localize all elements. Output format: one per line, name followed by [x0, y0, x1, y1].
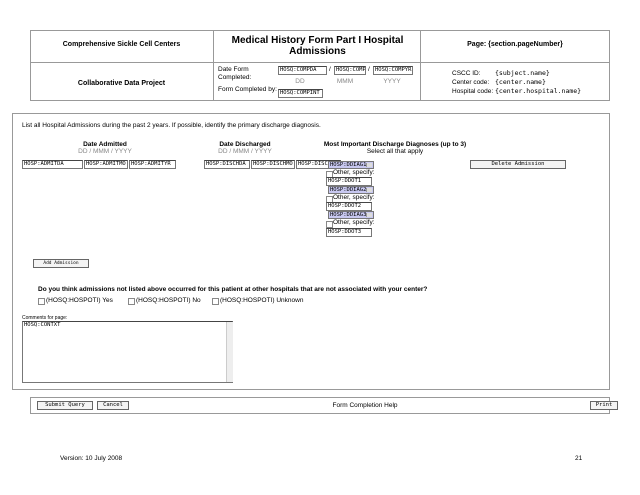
- other-label: Other, specify:: [333, 169, 375, 176]
- other-input[interactable]: HOSP:DDOT1: [326, 177, 372, 186]
- date-hint: DD: [295, 78, 305, 85]
- id-value: {center.name}: [495, 78, 546, 86]
- column-title: Date Discharged: [219, 141, 271, 148]
- date-label: Date Form Completed:: [218, 66, 252, 81]
- form-title: Medical History Form Part I Hospital Adm…: [231, 35, 404, 57]
- id-label: CSCC ID:: [452, 70, 481, 77]
- org-name: Comprehensive Sickle Cell Centers: [62, 41, 181, 48]
- section-box: [12, 113, 610, 390]
- column-title: Most Important Discharge Diagnoses (up t…: [323, 141, 467, 148]
- instruction: List all Hospital Admissions during the …: [22, 122, 321, 129]
- header-divider: [213, 30, 214, 101]
- date-day-input[interactable]: HOSQ:COMPDA: [278, 66, 327, 75]
- id-label: Center code:: [452, 79, 490, 86]
- date-separator: /: [329, 66, 331, 73]
- diagnosis-select[interactable]: HOSP:DDIAG1: [328, 161, 374, 169]
- checkbox[interactable]: [326, 221, 333, 228]
- header-divider: [30, 62, 610, 63]
- id-label: Hospital code:: [452, 88, 494, 95]
- radio[interactable]: [38, 298, 45, 305]
- version: Version: 10 July 2008: [60, 455, 123, 462]
- radio[interactable]: [128, 298, 135, 305]
- column-hint: DD / MMM / YYYY: [218, 148, 272, 155]
- option-label: (HOSQ:HOSPOTI) Unknown: [220, 297, 304, 304]
- submit-button[interactable]: Submit Query: [37, 401, 93, 410]
- radio[interactable]: [212, 298, 219, 305]
- option-label: (HOSQ:HOSPOTI) No: [136, 297, 201, 304]
- print-button[interactable]: Print: [590, 401, 618, 410]
- admit-month-input[interactable]: HOSP:ADMITMO: [84, 160, 128, 169]
- page-number: 21: [575, 455, 583, 462]
- admit-year-input[interactable]: HOSP:ADMITYR: [129, 160, 176, 169]
- add-admission-button[interactable]: Add Admission: [33, 259, 89, 268]
- help-link[interactable]: Form Completion Help: [332, 402, 398, 409]
- column-title: Date Admitted: [83, 141, 127, 148]
- id-value: {subject.name}: [495, 69, 550, 77]
- scrollbar[interactable]: [226, 322, 233, 382]
- completed-by-input[interactable]: HOSQ:COMPINT: [278, 89, 323, 98]
- date-hint: MMM: [336, 78, 354, 85]
- column-hint: Select all that apply: [366, 148, 424, 155]
- date-hint: YYYY: [383, 78, 401, 85]
- admit-day-input[interactable]: HOSP:ADMITDA: [22, 160, 83, 169]
- other-input[interactable]: HOSP:DDOT2: [326, 202, 372, 211]
- comments-textarea[interactable]: HOSQ:CONTXT: [22, 321, 233, 383]
- diagnosis-select[interactable]: HOSP:DDIAG2: [328, 186, 374, 194]
- column-hint: DD / MMM / YYYY: [78, 148, 132, 155]
- option-label: (HOSQ:HOSPOTI) Yes: [46, 297, 113, 304]
- date-year-input[interactable]: HOSQ:COMPYR: [373, 66, 413, 75]
- diagnosis-select[interactable]: HOSP:DDIAG3: [328, 211, 374, 219]
- header-box: [30, 30, 610, 101]
- project-name: Collaborative Data Project: [77, 80, 166, 87]
- date-month-input[interactable]: HOSQ:COMPMO: [334, 66, 366, 75]
- header-divider: [420, 30, 421, 101]
- id-value: {center.hospital.name}: [495, 87, 582, 95]
- discharge-month-input[interactable]: HOSP:DISCHMO: [251, 160, 295, 169]
- discharge-day-input[interactable]: HOSP:DISCHDA: [204, 160, 250, 169]
- other-input[interactable]: HOSP:DDOT3: [326, 228, 372, 237]
- completed-by-label: Form Completed by:: [218, 86, 277, 93]
- comments-label: Comments for page:: [22, 315, 68, 321]
- cancel-button[interactable]: Cancel: [97, 401, 129, 410]
- question: Do you think admissions not listed above…: [38, 286, 428, 293]
- other-label: Other, specify:: [333, 194, 375, 201]
- other-label: Other, specify:: [333, 219, 375, 226]
- page-label: Page: {section.pageNumber}: [467, 41, 563, 48]
- delete-admission-button[interactable]: Delete Admission: [470, 160, 566, 169]
- date-separator: /: [368, 66, 370, 73]
